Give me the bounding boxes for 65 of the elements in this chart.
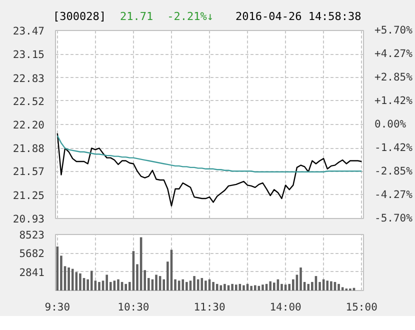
bar (124, 284, 127, 290)
text: 21.71 (120, 10, 154, 23)
bar (224, 284, 226, 290)
y-tick-label: 21.88 (12, 143, 44, 156)
bar (262, 284, 264, 290)
bar (90, 270, 93, 290)
bar (250, 286, 252, 290)
bar (234, 284, 238, 290)
bar (186, 282, 188, 290)
text: -2.21%↓ (167, 10, 214, 23)
bar (330, 281, 332, 290)
bar (338, 284, 340, 290)
bar (155, 274, 158, 290)
bar (273, 282, 276, 290)
y-tick-label: 8523 (19, 230, 45, 242)
bar (212, 282, 214, 290)
y-tick-label: 2841 (19, 266, 45, 279)
bar (254, 285, 256, 290)
y2-tick-label: 0.00% (374, 118, 407, 130)
text: 2016-04-26 14:58:38 (235, 10, 362, 23)
x-tick-label: 9:30 (44, 302, 70, 314)
bar (227, 285, 230, 290)
x-tick-label: 11:30 (194, 302, 226, 314)
x-tick-label: 10:30 (118, 302, 150, 314)
y2-tick-label: +4.27% (374, 48, 414, 60)
bar (68, 268, 70, 290)
line-series (56, 132, 362, 207)
bar (300, 268, 302, 290)
bar (307, 284, 310, 290)
y-tick-label: 5682 (19, 248, 45, 260)
x-tick-label: 14:00 (270, 302, 302, 314)
y-tick-label: 21.25 (12, 190, 44, 202)
y-tick-label: 23.15 (12, 49, 44, 62)
y-tick-label: 21.57 (12, 166, 44, 178)
bar (326, 280, 329, 290)
bar (117, 279, 120, 290)
bar (98, 282, 100, 290)
bar (231, 284, 234, 290)
y2-tick-label: +5.70% (374, 24, 414, 36)
bar (71, 268, 74, 290)
line-series (56, 135, 362, 172)
y2-tick-label: -1.42% (374, 142, 414, 154)
chart-title: [300028] (53, 10, 106, 23)
y2-tick-label: -4.27% (374, 188, 414, 201)
y-tick-label: 22.52 (12, 96, 44, 108)
bar (106, 274, 108, 290)
bar (269, 281, 272, 290)
y-tick-label: 22.83 (12, 72, 44, 85)
y2-tick-label: +1.42% (374, 95, 414, 108)
bar (193, 276, 196, 290)
y-tick-label: 20.93 (12, 214, 44, 226)
bar (220, 285, 222, 290)
bar (242, 285, 245, 290)
bar (79, 273, 82, 290)
bar (288, 284, 290, 290)
bar (280, 284, 283, 290)
y2-tick-label: +2.85% (374, 72, 414, 84)
y-tick-label: 22.20 (12, 120, 44, 132)
y2-tick-label: -5.70% (374, 212, 414, 224)
bar (341, 287, 344, 290)
y-tick-label: 23.47 (12, 26, 44, 38)
bar (204, 280, 207, 290)
y2-tick-label: -2.85% (374, 166, 414, 178)
bar (182, 279, 184, 290)
x-tick-label: 15:00 (346, 302, 378, 314)
